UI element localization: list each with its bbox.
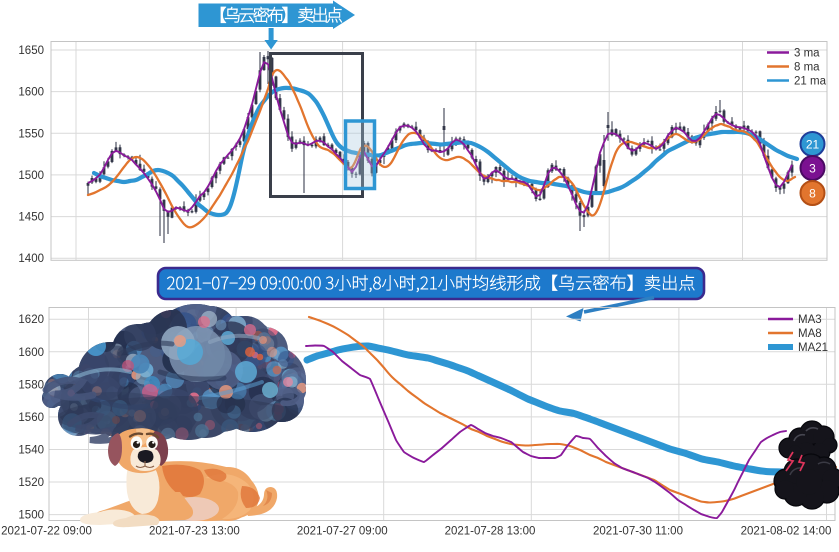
svg-text:2021-07-22 09:00: 2021-07-22 09:00 — [1, 526, 92, 538]
svg-text:1500: 1500 — [18, 170, 44, 182]
svg-text:1620: 1620 — [18, 314, 44, 326]
svg-text:1500: 1500 — [18, 510, 44, 522]
svg-text:2021-07-23 13:00: 2021-07-23 13:00 — [149, 526, 240, 538]
svg-text:8 ma: 8 ma — [794, 62, 820, 74]
svg-text:2021-07-30 11:00: 2021-07-30 11:00 — [593, 526, 683, 538]
svg-text:2021-07-27 09:00: 2021-07-27 09:00 — [297, 526, 388, 538]
svg-text:1550: 1550 — [18, 128, 44, 140]
svg-text:8: 8 — [809, 187, 816, 201]
svg-text:1560: 1560 — [18, 412, 44, 424]
svg-text:3: 3 — [809, 162, 816, 176]
svg-text:1650: 1650 — [18, 45, 44, 57]
svg-text:1520: 1520 — [18, 477, 44, 489]
svg-text:1600: 1600 — [18, 347, 44, 359]
svg-text:1450: 1450 — [18, 212, 44, 224]
svg-text:1580: 1580 — [18, 379, 44, 391]
svg-text:MA21: MA21 — [798, 342, 828, 354]
svg-text:MA8: MA8 — [798, 328, 822, 340]
svg-text:1540: 1540 — [18, 445, 44, 457]
svg-text:MA3: MA3 — [798, 314, 822, 326]
svg-text:2021-07-28 13:00: 2021-07-28 13:00 — [445, 526, 536, 538]
svg-text:1600: 1600 — [18, 87, 44, 99]
svg-text:1400: 1400 — [18, 253, 44, 265]
svg-text:2021-08-02 14:00: 2021-08-02 14:00 — [741, 526, 832, 538]
svg-text:3 ma: 3 ma — [794, 48, 820, 60]
svg-text:21 ma: 21 ma — [794, 76, 827, 88]
svg-text:21: 21 — [806, 138, 820, 152]
